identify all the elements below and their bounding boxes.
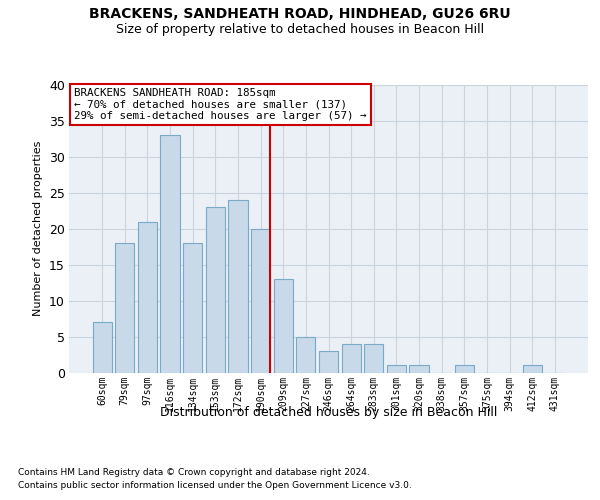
Bar bbox=[251, 229, 270, 372]
Bar bbox=[341, 344, 361, 372]
Bar bbox=[523, 366, 542, 372]
Bar bbox=[455, 366, 474, 372]
Bar bbox=[92, 322, 112, 372]
Text: BRACKENS SANDHEATH ROAD: 185sqm
← 70% of detached houses are smaller (137)
29% o: BRACKENS SANDHEATH ROAD: 185sqm ← 70% of… bbox=[74, 88, 367, 121]
Bar bbox=[183, 243, 202, 372]
Text: Contains HM Land Registry data © Crown copyright and database right 2024.: Contains HM Land Registry data © Crown c… bbox=[18, 468, 370, 477]
Text: Size of property relative to detached houses in Beacon Hill: Size of property relative to detached ho… bbox=[116, 22, 484, 36]
Text: Distribution of detached houses by size in Beacon Hill: Distribution of detached houses by size … bbox=[160, 406, 497, 419]
Bar bbox=[409, 366, 428, 372]
Y-axis label: Number of detached properties: Number of detached properties bbox=[34, 141, 43, 316]
Bar bbox=[206, 207, 225, 372]
Bar bbox=[364, 344, 383, 372]
Text: Contains public sector information licensed under the Open Government Licence v3: Contains public sector information licen… bbox=[18, 480, 412, 490]
Bar bbox=[115, 243, 134, 372]
Bar bbox=[319, 351, 338, 372]
Text: BRACKENS, SANDHEATH ROAD, HINDHEAD, GU26 6RU: BRACKENS, SANDHEATH ROAD, HINDHEAD, GU26… bbox=[89, 8, 511, 22]
Bar bbox=[274, 279, 293, 372]
Bar bbox=[160, 136, 180, 372]
Bar bbox=[387, 366, 406, 372]
Bar bbox=[138, 222, 157, 372]
Bar bbox=[296, 336, 316, 372]
Bar bbox=[229, 200, 248, 372]
